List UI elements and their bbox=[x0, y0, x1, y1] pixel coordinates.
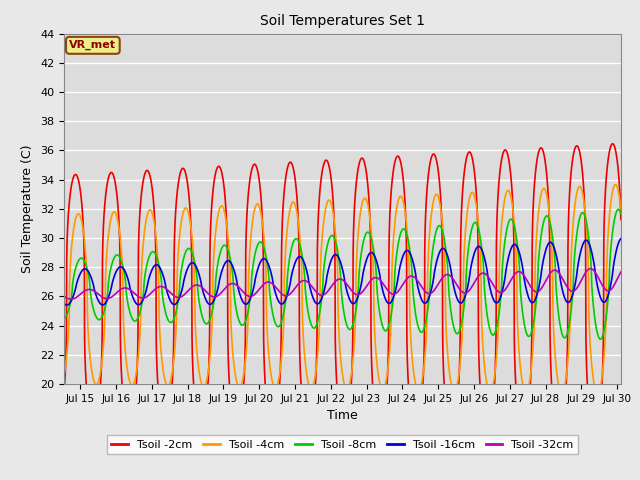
Tsoil -4cm bbox=[621, 286, 628, 292]
Tsoil -16cm bbox=[58, 298, 66, 303]
Tsoil -8cm bbox=[396, 235, 403, 241]
Tsoil -16cm bbox=[161, 277, 168, 283]
Line: Tsoil -4cm: Tsoil -4cm bbox=[62, 184, 625, 394]
Tsoil -2cm bbox=[273, 409, 281, 415]
Tsoil -32cm bbox=[161, 285, 168, 290]
Y-axis label: Soil Temperature (C): Soil Temperature (C) bbox=[22, 144, 35, 273]
Tsoil -8cm bbox=[520, 322, 528, 327]
Tsoil -2cm bbox=[621, 401, 628, 407]
Tsoil -16cm bbox=[396, 266, 403, 272]
Line: Tsoil -16cm: Tsoil -16cm bbox=[62, 238, 625, 305]
Tsoil -8cm bbox=[621, 231, 628, 237]
Tsoil -4cm bbox=[161, 374, 168, 380]
Tsoil -2cm bbox=[609, 141, 616, 147]
Tsoil -2cm bbox=[396, 155, 403, 161]
Tsoil -4cm bbox=[520, 388, 528, 394]
Tsoil -8cm bbox=[614, 206, 622, 212]
Tsoil -32cm bbox=[58, 292, 66, 298]
Title: Soil Temperatures Set 1: Soil Temperatures Set 1 bbox=[260, 14, 425, 28]
Tsoil -4cm bbox=[424, 265, 431, 271]
Tsoil -8cm bbox=[273, 323, 281, 329]
Tsoil -2cm bbox=[161, 422, 168, 428]
Tsoil -32cm bbox=[67, 296, 75, 302]
Tsoil -16cm bbox=[63, 302, 70, 308]
Tsoil -4cm bbox=[594, 391, 602, 396]
Tsoil -4cm bbox=[396, 194, 403, 200]
Tsoil -4cm bbox=[478, 319, 486, 325]
Tsoil -16cm bbox=[521, 278, 529, 284]
Legend: Tsoil -2cm, Tsoil -4cm, Tsoil -8cm, Tsoil -16cm, Tsoil -32cm: Tsoil -2cm, Tsoil -4cm, Tsoil -8cm, Tsoi… bbox=[107, 435, 578, 454]
Tsoil -4cm bbox=[58, 379, 66, 385]
Line: Tsoil -32cm: Tsoil -32cm bbox=[62, 268, 625, 299]
Tsoil -32cm bbox=[424, 290, 432, 296]
Tsoil -4cm bbox=[273, 383, 281, 389]
Tsoil -16cm bbox=[424, 297, 432, 303]
Tsoil -16cm bbox=[621, 238, 628, 243]
Tsoil -2cm bbox=[424, 178, 431, 183]
Tsoil -8cm bbox=[478, 245, 486, 251]
Tsoil -32cm bbox=[273, 286, 281, 292]
Tsoil -32cm bbox=[396, 287, 403, 292]
Line: Tsoil -8cm: Tsoil -8cm bbox=[62, 209, 625, 339]
Tsoil -32cm bbox=[478, 270, 486, 276]
Tsoil -16cm bbox=[618, 235, 626, 241]
Tsoil -8cm bbox=[161, 304, 168, 310]
Tsoil -2cm bbox=[58, 406, 66, 411]
Tsoil -8cm bbox=[424, 307, 431, 312]
X-axis label: Time: Time bbox=[327, 409, 358, 422]
Tsoil -2cm bbox=[520, 429, 528, 434]
Tsoil -2cm bbox=[591, 432, 598, 437]
Tsoil -2cm bbox=[478, 405, 486, 410]
Line: Tsoil -2cm: Tsoil -2cm bbox=[62, 144, 625, 434]
Tsoil -8cm bbox=[596, 336, 604, 342]
Tsoil -16cm bbox=[273, 295, 281, 301]
Tsoil -32cm bbox=[621, 265, 628, 271]
Tsoil -8cm bbox=[58, 315, 66, 321]
Tsoil -16cm bbox=[478, 247, 486, 252]
Tsoil -32cm bbox=[521, 273, 529, 279]
Tsoil -4cm bbox=[612, 181, 620, 187]
Text: VR_met: VR_met bbox=[69, 40, 116, 50]
